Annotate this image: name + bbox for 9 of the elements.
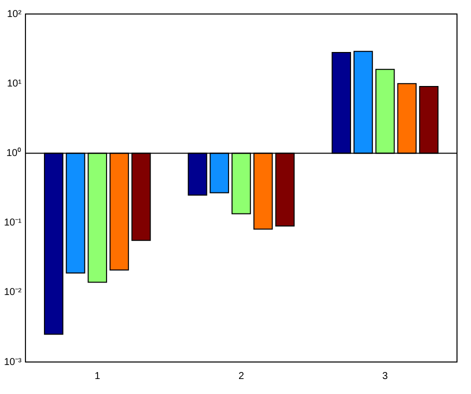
x-tick-label: 1 [94,370,101,382]
y-tick-label: 10⁻³ [4,356,22,368]
x-tick-label: 2 [238,370,244,382]
y-tick-label: 10⁰ [6,146,22,159]
y-tick-label: 10⁻² [4,287,22,298]
y-tick-label: 10⁻¹ [4,218,22,229]
y-tick-label: 10² [7,8,22,20]
y-tick-label: 10¹ [7,78,22,90]
x-tick-label: 3 [382,370,388,382]
